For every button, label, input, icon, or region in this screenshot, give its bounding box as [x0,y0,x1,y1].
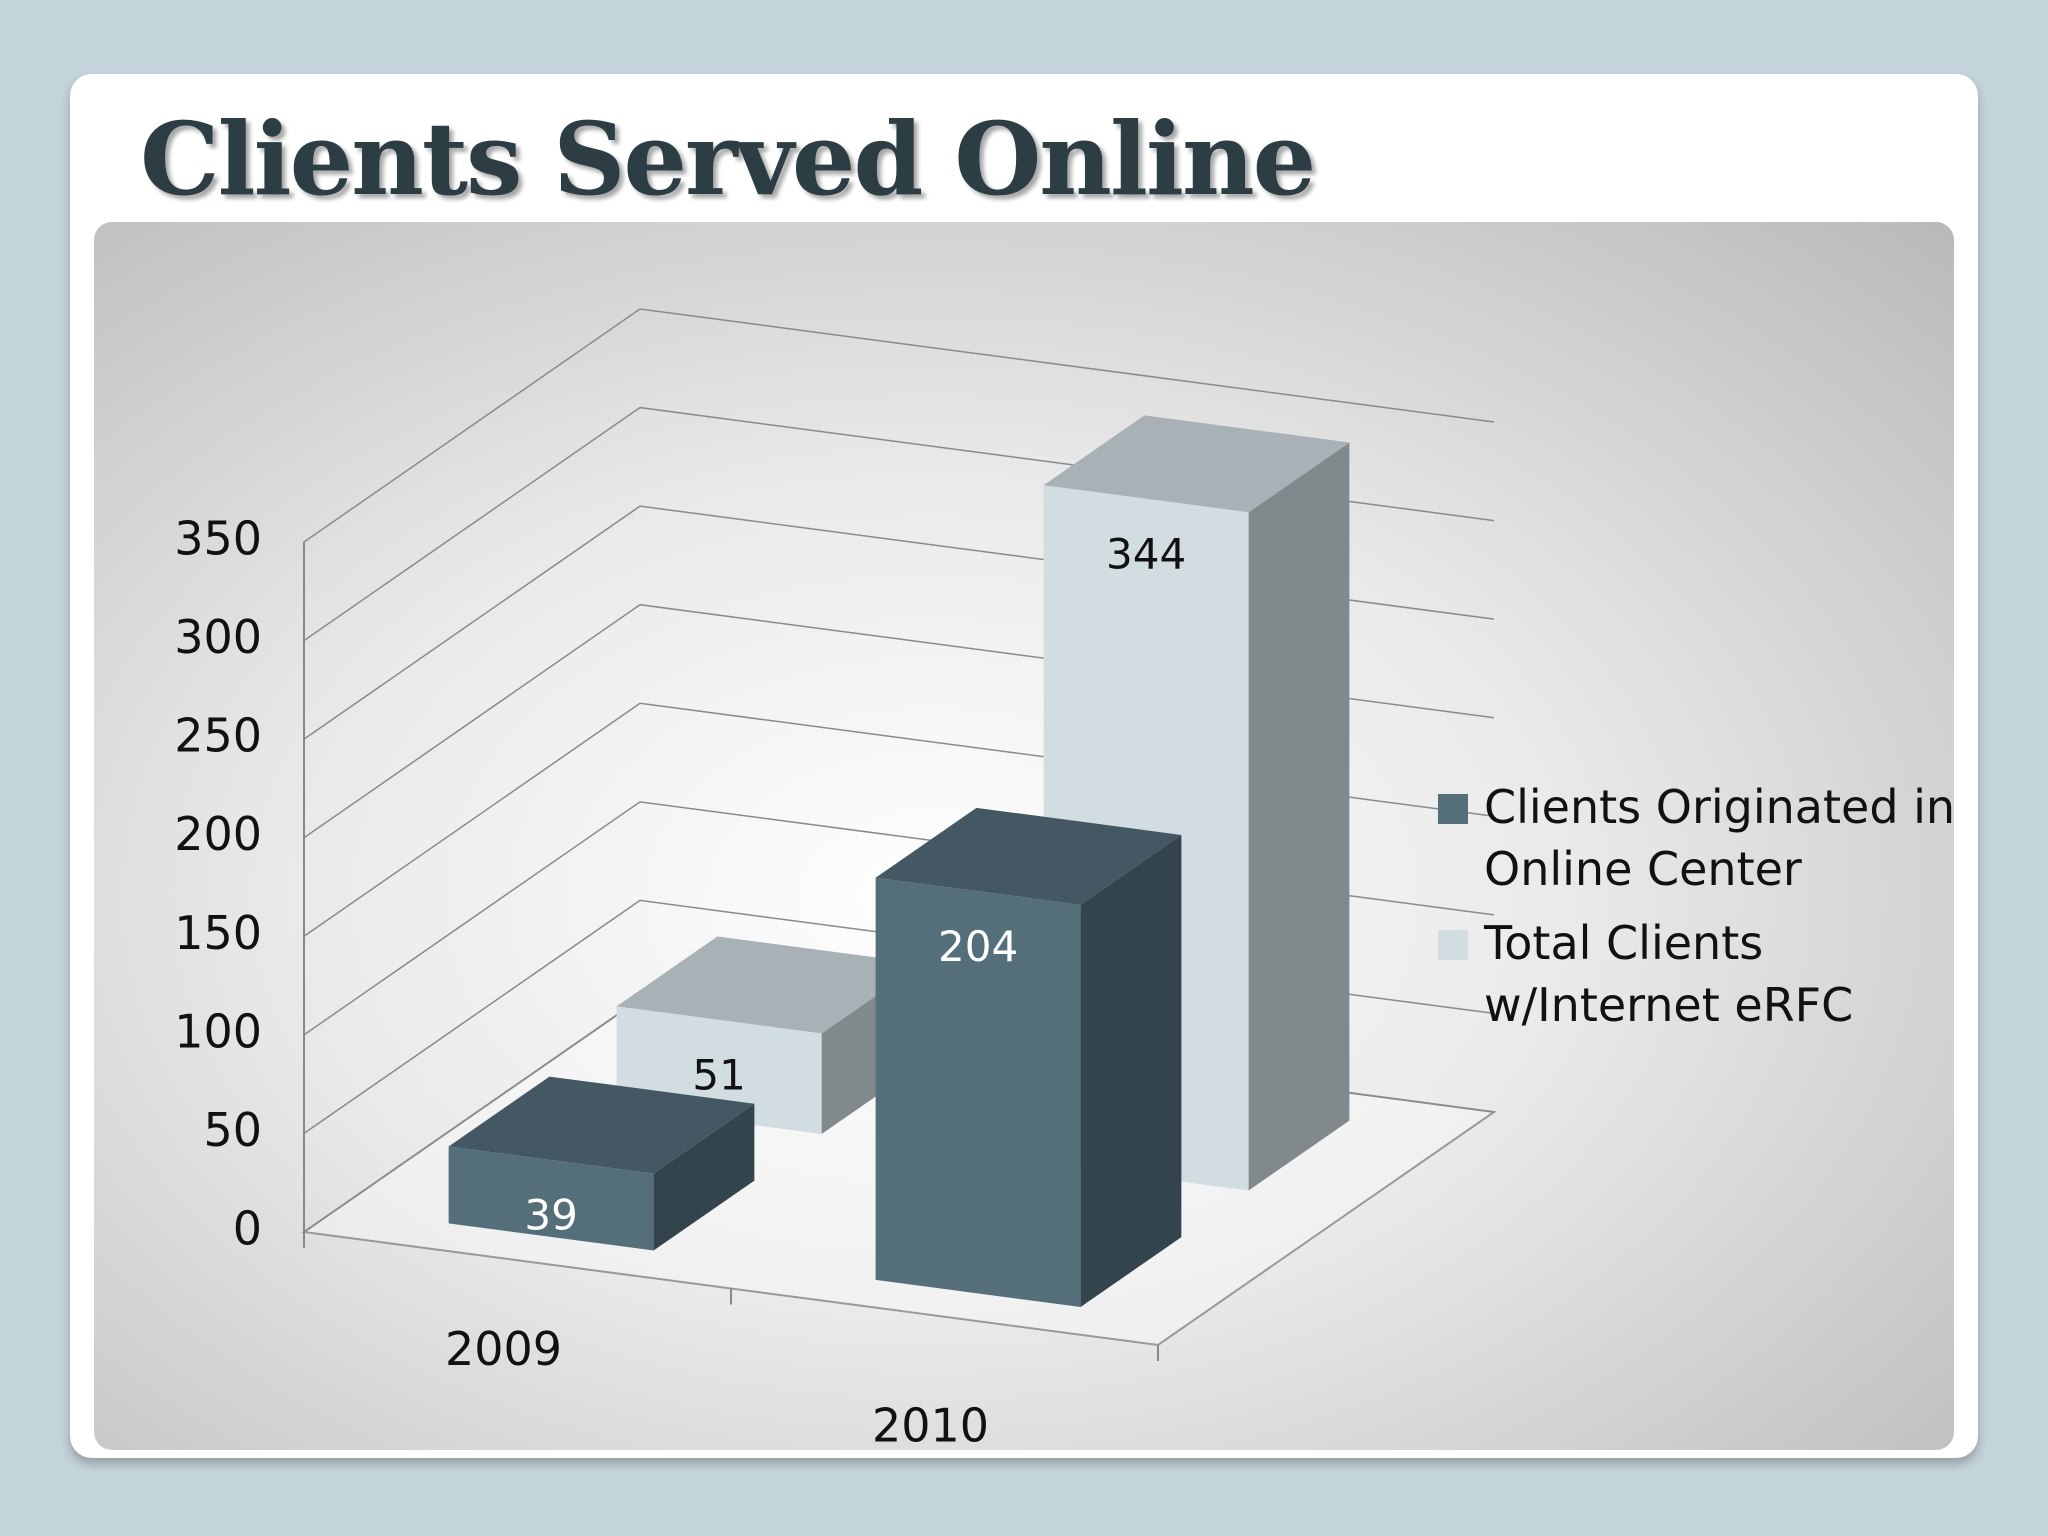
y-tick-label: 150 [174,906,262,960]
bar-side [1248,442,1350,1191]
grid-line [303,308,1495,543]
bar-top [616,936,923,1034]
data-label: 204 [938,922,1018,971]
data-label: 39 [524,1191,577,1240]
y-tick-label: 250 [174,709,262,763]
legend-label: Clients Originated in Online Center [1484,780,1956,896]
chart-title: Clients Served Online [140,100,1316,218]
y-tick-label: 0 [233,1202,262,1256]
y-tick-label: 350 [174,512,262,566]
bar-front [448,1146,654,1251]
bar-top [448,1076,755,1174]
legend-swatch [1438,794,1468,824]
y-tick-label: 200 [174,807,262,861]
y-tick-label: 100 [174,1004,262,1058]
x-tick-label: 2009 [445,1322,562,1376]
data-label: 51 [692,1050,745,1099]
bar-front [875,877,1081,1308]
y-tick-label: 300 [174,610,262,664]
bar [448,1076,755,1251]
bar-side [653,1103,755,1251]
data-label: 344 [1106,529,1186,578]
bar-top [875,807,1182,905]
bar-side [1080,834,1182,1308]
legend-label: Total Clients w/Internet eRFC [1484,916,1854,1032]
x-tick-label: 2010 [872,1398,989,1452]
legend-swatch [1438,930,1468,960]
bar-top [1043,415,1350,513]
bar [875,807,1182,1308]
legend-item: Total Clients w/Internet eRFC [1438,912,1958,1036]
legend: Clients Originated in Online Center Total… [1438,776,1958,1048]
y-tick-label: 50 [203,1103,262,1157]
legend-item: Clients Originated in Online Center [1438,776,1958,900]
